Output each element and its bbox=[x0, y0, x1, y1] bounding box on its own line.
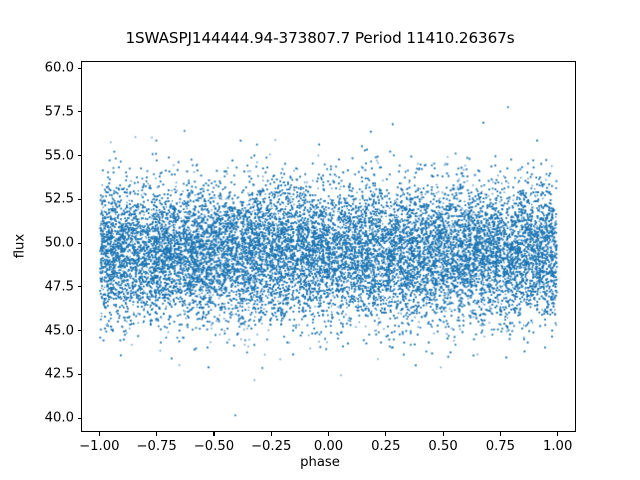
y-axis-tick-mark bbox=[77, 330, 81, 332]
y-axis-label: flux bbox=[12, 233, 28, 259]
y-axis-tick-label: 42.5 bbox=[44, 366, 74, 382]
y-axis-tick-label: 45.0 bbox=[44, 323, 74, 338]
x-axis-tick-mark bbox=[385, 432, 387, 436]
y-axis-tick-label: 60.0 bbox=[44, 60, 74, 76]
x-axis-tick-label: 0.25 bbox=[371, 439, 401, 454]
x-axis-tick-label: −1.00 bbox=[79, 439, 120, 454]
y-axis-tick-label: 55.0 bbox=[44, 148, 74, 163]
plot-axes bbox=[81, 61, 576, 432]
x-axis-tick-mark bbox=[156, 432, 158, 436]
y-axis-tick-mark bbox=[77, 67, 81, 69]
y-axis-tick-label: 52.5 bbox=[44, 191, 74, 207]
y-axis-tick-mark bbox=[77, 111, 81, 113]
y-axis-tick-label: 57.5 bbox=[44, 104, 74, 120]
x-axis-tick-mark bbox=[213, 432, 215, 436]
y-axis-tick-label: 47.5 bbox=[44, 279, 74, 295]
y-axis-tick-label: 40.0 bbox=[44, 410, 74, 426]
x-axis-tick-label: −0.25 bbox=[250, 439, 292, 454]
scatter-plot-canvas bbox=[82, 62, 575, 431]
x-axis-tick-mark bbox=[270, 432, 272, 436]
x-axis-tick-label: 0.75 bbox=[485, 439, 516, 454]
y-axis-tick-mark bbox=[77, 242, 81, 244]
x-axis-tick-label: −0.50 bbox=[193, 439, 235, 454]
x-axis-tick-mark bbox=[557, 432, 559, 436]
y-axis-tick-label: 50.0 bbox=[44, 235, 74, 251]
x-axis-tick-mark bbox=[442, 432, 444, 436]
y-axis-tick-mark bbox=[77, 373, 81, 375]
y-axis-tick-mark bbox=[77, 417, 81, 419]
x-axis-tick-label: 0.00 bbox=[313, 439, 344, 454]
y-axis-tick-mark bbox=[77, 198, 81, 200]
x-axis-tick-mark bbox=[499, 432, 501, 436]
x-axis-tick-label: −0.75 bbox=[136, 439, 177, 454]
x-axis-label: phase bbox=[300, 455, 340, 470]
y-axis-tick-mark bbox=[77, 155, 81, 157]
y-axis-tick-mark bbox=[77, 286, 81, 288]
page-title: 1SWASPJ144444.94-373807.7 Period 11410.2… bbox=[125, 29, 515, 47]
x-axis-tick-mark bbox=[98, 432, 100, 436]
x-axis-tick-label: 0.50 bbox=[428, 439, 458, 454]
x-axis-tick-mark bbox=[328, 432, 330, 436]
x-axis-tick-label: 1.00 bbox=[542, 439, 573, 454]
